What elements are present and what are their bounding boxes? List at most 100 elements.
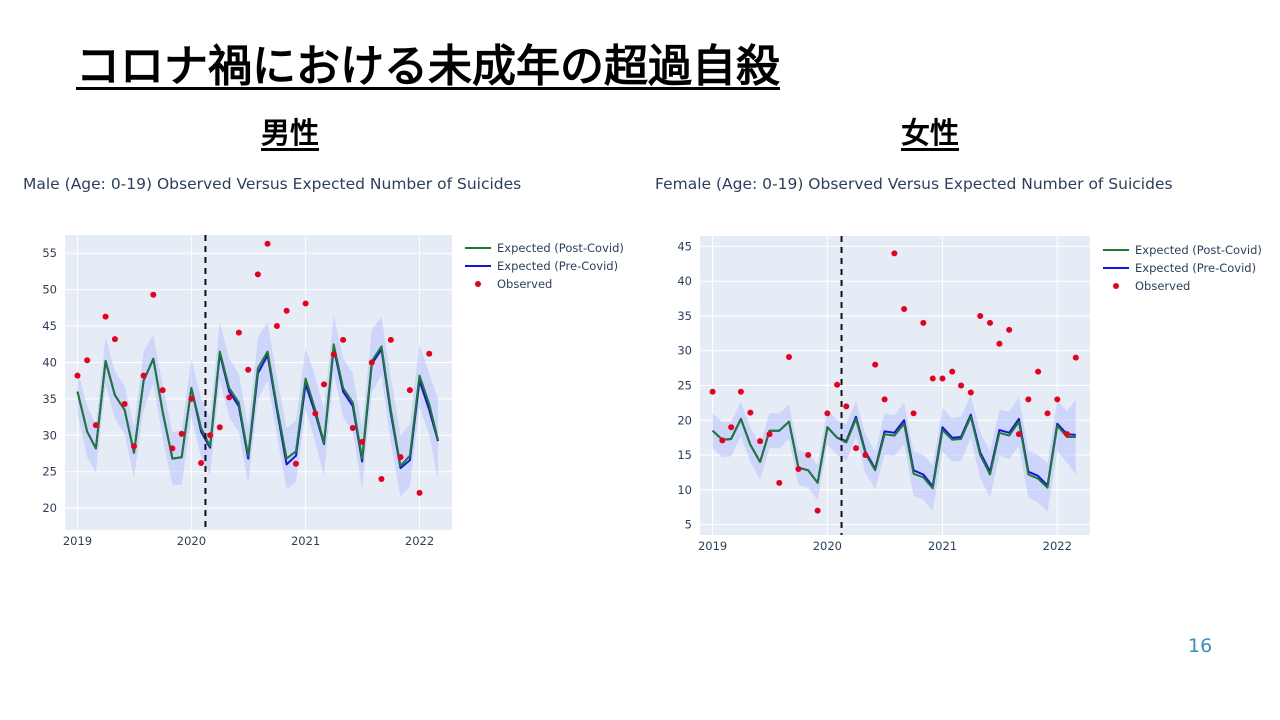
observed-point [406, 387, 413, 394]
legend-label: Expected (Post-Covid) [497, 241, 624, 255]
y-tick-label: 25 [677, 379, 692, 393]
observed-point [977, 312, 984, 319]
slide-title: コロナ禍における未成年の超過自殺 [76, 41, 780, 92]
observed-point [1015, 431, 1022, 438]
observed-point [766, 431, 773, 438]
observed-point [226, 394, 233, 401]
y-tick-label: 10 [677, 483, 692, 497]
observed-point [1054, 396, 1061, 403]
observed-point [349, 425, 356, 432]
y-tick-label: 45 [42, 319, 57, 333]
observed-point [910, 410, 917, 417]
observed-point [1072, 354, 1079, 361]
observed-point [843, 403, 850, 410]
observed-point [245, 366, 252, 373]
observed-point [140, 372, 147, 379]
x-tick-label: 2020 [813, 539, 842, 553]
observed-point [853, 445, 859, 452]
observed-point [84, 357, 91, 364]
y-tick-label: 40 [42, 355, 57, 369]
observed-point [834, 381, 841, 388]
legend-label: Expected (Pre-Covid) [497, 259, 618, 273]
observed-point [891, 250, 898, 257]
observed-point [198, 459, 205, 466]
observed-point [862, 452, 869, 459]
observed-point [121, 400, 128, 407]
observed-point [986, 319, 993, 326]
legend-swatch [475, 281, 481, 287]
observed-point [949, 368, 956, 375]
observed-point [178, 430, 185, 437]
observed-point [397, 454, 404, 461]
observed-point [824, 410, 831, 417]
y-tick-label: 5 [685, 518, 692, 532]
y-tick-label: 20 [42, 501, 57, 515]
x-tick-label: 2020 [177, 534, 206, 548]
observed-point [312, 410, 319, 417]
y-tick-label: 35 [677, 309, 692, 323]
observed-point [786, 353, 793, 360]
observed-point [728, 424, 735, 431]
observed-point [872, 361, 879, 368]
x-tick-label: 2021 [291, 534, 320, 548]
x-tick-label: 2021 [928, 539, 957, 553]
observed-point [387, 336, 394, 343]
observed-point [1044, 410, 1051, 417]
observed-point [283, 307, 290, 314]
page-number: 16 [1188, 635, 1213, 657]
observed-point [169, 445, 176, 452]
legend-label: Observed [497, 277, 552, 291]
legend-label: Expected (Post-Covid) [1135, 243, 1262, 257]
legend-label: Observed [1135, 279, 1190, 293]
observed-point [330, 351, 337, 358]
confidence-band [712, 395, 1076, 513]
y-tick-label: 20 [677, 413, 692, 427]
x-tick-label: 2019 [698, 539, 727, 553]
y-tick-label: 30 [677, 344, 692, 358]
confidence-band [77, 315, 438, 497]
legend-label: Expected (Pre-Covid) [1135, 261, 1256, 275]
y-tick-label: 40 [677, 274, 692, 288]
observed-point [881, 396, 888, 403]
observed-point [368, 359, 375, 366]
y-tick-label: 15 [677, 448, 692, 462]
observed-point [929, 375, 936, 382]
observed-point [939, 375, 946, 382]
observed-point [1006, 326, 1013, 333]
series-line-post-covid [76, 343, 439, 467]
observed-point [273, 323, 280, 330]
observed-point [302, 300, 309, 307]
observed-point [1064, 431, 1071, 438]
y-tick-label: 35 [42, 392, 57, 406]
observed-point [920, 319, 927, 326]
y-tick-label: 55 [42, 246, 57, 260]
observed-point [102, 313, 109, 320]
x-tick-label: 2022 [405, 534, 434, 548]
x-tick-label: 2019 [63, 534, 92, 548]
observed-point [958, 382, 965, 389]
observed-point [426, 350, 433, 357]
observed-point [805, 452, 812, 459]
observed-point [216, 424, 223, 431]
observed-point [159, 387, 166, 394]
observed-point [996, 340, 1003, 347]
observed-point [340, 336, 347, 343]
observed-point [359, 438, 366, 445]
observed-point [74, 372, 81, 379]
observed-point [378, 476, 385, 483]
observed-point [150, 291, 157, 298]
series-line-post-covid [711, 415, 1076, 490]
observed-point [130, 443, 137, 450]
y-tick-label: 45 [677, 239, 692, 253]
y-tick-label: 25 [42, 465, 57, 479]
observed-point [254, 271, 261, 278]
male-heading: 男性 [260, 116, 320, 150]
observed-point [901, 306, 908, 313]
observed-point [814, 507, 821, 514]
observed-point [235, 329, 242, 336]
x-tick-label: 2022 [1043, 539, 1072, 553]
observed-point [321, 381, 328, 388]
male-chart-title: Male (Age: 0-19) Observed Versus Expecte… [23, 175, 522, 193]
y-tick-label: 50 [42, 283, 57, 297]
